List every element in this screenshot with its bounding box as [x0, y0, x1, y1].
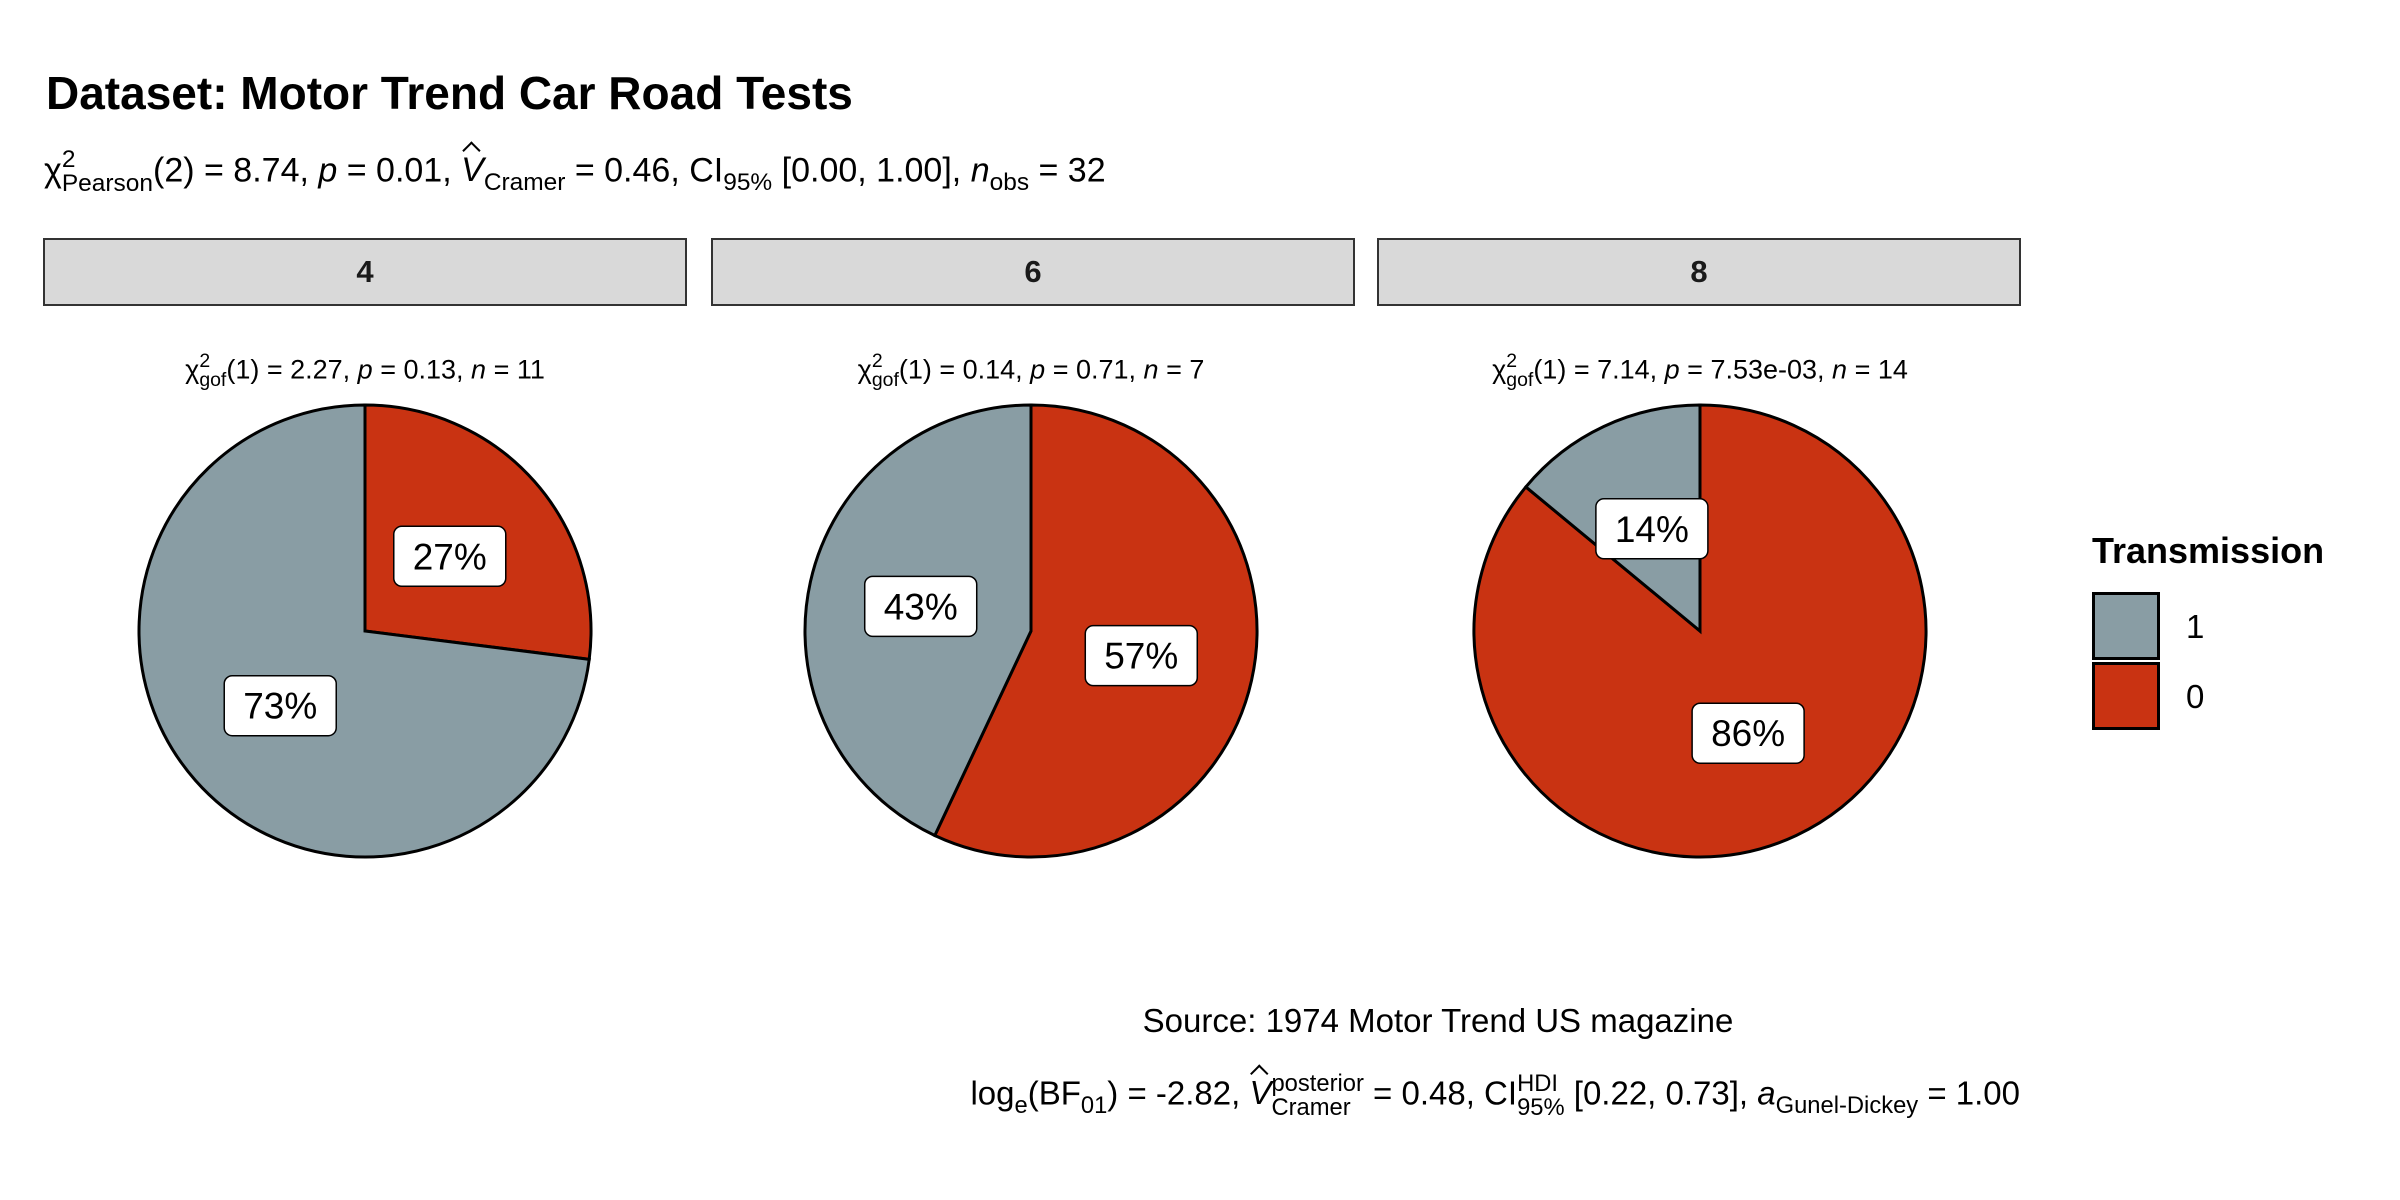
legend-key-0 [2092, 662, 2160, 730]
slice-label-box [1691, 702, 1805, 764]
math-subsup: HDI 95% [1517, 1072, 1565, 1120]
math-token: (1) = 0.14, [898, 354, 1031, 385]
math-token: = 0.13, [372, 354, 472, 385]
math-token: χ [185, 354, 200, 385]
math-subscript: e [1014, 1091, 1028, 1119]
math-superscript: posterior [1271, 1070, 1364, 1097]
math-subscript: Cramer [1271, 1093, 1351, 1121]
slice-label-box [1595, 498, 1709, 560]
pie-slice-4-1 [137, 403, 591, 859]
slice-label-box [393, 525, 507, 588]
slice-label-text: 86% [1711, 713, 1785, 754]
math-superscript: 2 [199, 350, 211, 372]
slice-label: 86% [1691, 702, 1805, 764]
math-token: p [357, 354, 373, 385]
math-token: χ [44, 151, 62, 190]
math-token: (BF [1027, 1074, 1081, 1112]
slice-label-text: 57% [1104, 636, 1178, 677]
math-subscript: Cramer [483, 169, 566, 197]
math-token: χ [1492, 354, 1507, 385]
math-subscript: obs [989, 169, 1030, 197]
facet-strip-4: 4 [43, 238, 687, 306]
math-token: n [1143, 354, 1159, 385]
math-subsup: 2 gof [1506, 350, 1534, 392]
math-token: = 7 [1158, 354, 1205, 385]
chart-title: Dataset: Motor Trend Car Road Tests [46, 67, 853, 119]
math-hat: V [1249, 1074, 1272, 1112]
slice-label-text: 27% [413, 536, 487, 577]
legend-label-0: 0 [2186, 678, 2205, 715]
slice-label: 57% [1084, 624, 1199, 687]
math-token: p [1030, 354, 1046, 385]
math-subsup: 2 gof [199, 350, 227, 392]
math-superscript: 2 [61, 146, 76, 173]
math-token: = 32 [1029, 151, 1106, 190]
math-token: = 14 [1847, 354, 1908, 385]
math-token: (1) = 2.27, [226, 354, 358, 385]
slice-label: 73% [223, 674, 337, 737]
math-subscript: Pearson [61, 170, 153, 198]
math-token: log [970, 1074, 1015, 1112]
math-superscript: 2 [1506, 350, 1518, 372]
math-token: [0.00, 1.00], [772, 151, 971, 190]
slice-label-box [863, 575, 978, 638]
math-token: = 11 [486, 354, 545, 385]
math-token: n [970, 151, 990, 190]
slice-label-text: 73% [243, 686, 317, 727]
math-subscript: gof [871, 369, 899, 392]
facet-gof-stats: χ 2 gof (1) = 7.14, p = 7.53e-03, n = 14 [1492, 350, 1908, 392]
slice-label-text: 14% [1615, 509, 1689, 550]
math-subsup: posterior Cramer [1271, 1072, 1363, 1120]
legend-key-1 [2092, 592, 2160, 660]
math-subscript: gof [1506, 369, 1534, 392]
slice-label-box [223, 674, 337, 737]
chart-caption: Source: 1974 Motor Trend US magazine [1142, 1002, 1734, 1039]
facet-strip-8: 8 [1377, 238, 2021, 306]
math-token: = 0.48, CI [1363, 1074, 1518, 1112]
math-hat: V [461, 151, 484, 190]
math-token: ) = -2.82, [1107, 1074, 1250, 1112]
math-subsup: 2 Pearson [61, 146, 153, 198]
slice-label-box [1084, 624, 1199, 687]
legend-label-1: 1 [2186, 608, 2205, 645]
math-token: = 7.53e-03, [1679, 354, 1833, 385]
math-subscript: 95% [1517, 1093, 1565, 1121]
math-subscript: Gunel-Dickey [1775, 1091, 1919, 1119]
facet-strip-6: 6 [711, 238, 1355, 306]
math-token: = 0.01, [337, 151, 462, 190]
facet-gof-stats: χ 2 gof (1) = 2.27, p = 0.13, n = 11 [185, 350, 545, 392]
math-subscript: gof [199, 369, 227, 392]
math-superscript: 2 [871, 350, 883, 372]
math-token: = 0.46, CI [565, 151, 724, 190]
math-token: = 1.00 [1918, 1074, 2020, 1112]
math-token: n [471, 354, 487, 385]
legend-title: Transmission [2092, 530, 2325, 571]
math-token: = 0.71, [1045, 354, 1144, 385]
math-subsup: 2 gof [871, 350, 899, 392]
math-subscript: 95% [723, 169, 773, 197]
math-token: a [1757, 1074, 1776, 1112]
math-token: p [1664, 354, 1680, 385]
math-token: (2) = 8.74, [153, 151, 319, 190]
slice-label: 14% [1595, 498, 1709, 560]
slice-label: 43% [863, 575, 978, 638]
math-token: n [1832, 354, 1848, 385]
slice-label-text: 43% [884, 586, 958, 627]
slice-label: 27% [393, 525, 507, 588]
facet-gof-stats: χ 2 gof (1) = 0.14, p = 0.71, n = 7 [857, 350, 1205, 392]
math-token: p [318, 151, 338, 190]
math-superscript: HDI [1517, 1070, 1558, 1097]
math-subscript: 01 [1080, 1091, 1108, 1119]
math-token: χ [857, 354, 872, 385]
chart-subtitle-stats: χ 2 Pearson (2) = 8.74, p = 0.01, VCramer =… [44, 146, 1106, 198]
math-token: [0.22, 0.73], [1564, 1074, 1758, 1112]
math-token: (1) = 7.14, [1533, 354, 1665, 385]
